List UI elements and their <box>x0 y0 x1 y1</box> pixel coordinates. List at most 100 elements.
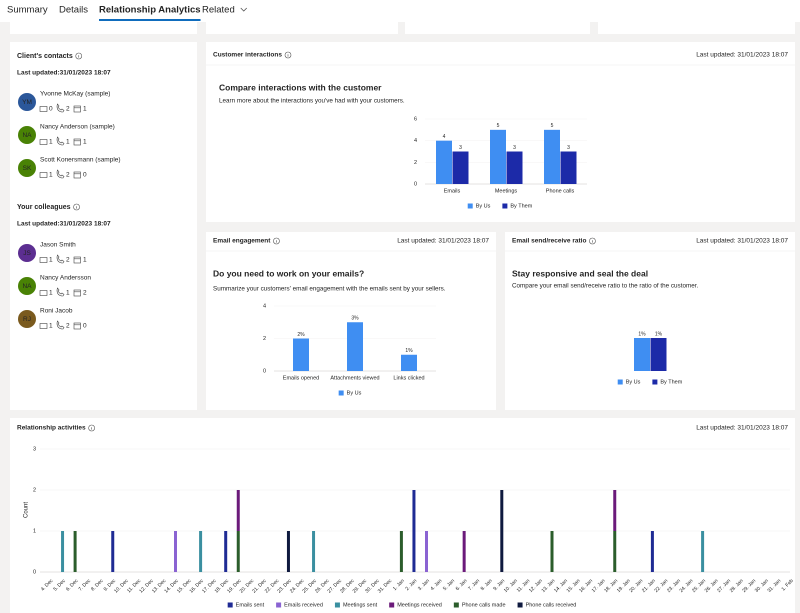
legend-label[interactable]: By Us <box>476 203 491 209</box>
avatar-initials: NA <box>22 283 32 290</box>
value-label: 1% <box>638 331 646 337</box>
activity-count: 1 <box>83 106 87 113</box>
value-label: 3% <box>351 316 359 322</box>
activity-count: 1 <box>49 172 53 179</box>
email-icon <box>39 290 48 296</box>
bar[interactable] <box>347 322 363 371</box>
info-icon[interactable] <box>73 203 80 211</box>
card-title: Email engagement <box>213 238 271 245</box>
y-tick-label: 3 <box>33 446 36 452</box>
legend-swatch <box>517 602 523 608</box>
x-tick-label: Attachments viewed <box>330 375 379 381</box>
avatar-initials: RJ <box>23 316 31 323</box>
legend-label[interactable]: Emails received <box>284 602 323 608</box>
activity-bar[interactable] <box>462 531 466 572</box>
card-updated: Last updated: 31/01/2023 18:07 <box>696 52 788 59</box>
value-label: 4 <box>443 134 446 140</box>
activity-bar[interactable] <box>550 531 554 572</box>
email-icon <box>39 323 48 329</box>
legend-label[interactable]: By Us <box>626 379 641 385</box>
person-name[interactable]: Scott Konersmann (sample) <box>40 157 121 164</box>
x-tick-label: Phone calls <box>546 188 575 194</box>
info-icon[interactable] <box>284 51 292 59</box>
bar[interactable] <box>401 354 417 371</box>
email-icon <box>39 139 48 145</box>
activity-bar[interactable] <box>174 531 177 572</box>
bar[interactable] <box>506 151 523 185</box>
activity-bar[interactable] <box>613 490 617 531</box>
tab[interactable]: Details <box>59 5 88 16</box>
phone-icon <box>56 287 65 297</box>
activity-bar[interactable] <box>61 531 65 572</box>
legend-swatch <box>227 602 233 608</box>
legend-swatch <box>617 379 623 385</box>
value-label: 3 <box>567 145 570 151</box>
person-name[interactable]: Nancy Anderson (sample) <box>40 124 115 131</box>
activity-bar[interactable] <box>111 531 115 572</box>
legend-label[interactable]: By Them <box>660 379 682 385</box>
activity-bar[interactable] <box>286 531 290 572</box>
activity-count: 1 <box>49 257 53 264</box>
bar[interactable] <box>544 129 560 184</box>
bar[interactable] <box>436 140 452 184</box>
info-icon[interactable] <box>273 237 280 245</box>
activity-bar[interactable] <box>199 531 203 572</box>
activity-bar[interactable] <box>500 490 504 572</box>
panel-title: Client's contacts <box>17 53 73 60</box>
legend-label[interactable]: By Them <box>510 203 532 209</box>
activity-bar[interactable] <box>650 531 654 572</box>
activity-bar[interactable] <box>399 531 403 572</box>
bar[interactable] <box>650 338 667 371</box>
email-ratio-card <box>505 232 795 410</box>
y-tick-label: 4 <box>263 303 266 309</box>
info-icon[interactable] <box>88 424 95 432</box>
bar[interactable] <box>560 151 577 185</box>
activity-bar[interactable] <box>312 531 316 572</box>
activity-count: 2 <box>66 257 70 264</box>
person-name[interactable]: Jason Smith <box>40 242 76 249</box>
bar[interactable] <box>490 129 506 184</box>
legend-swatch <box>453 602 459 608</box>
bar[interactable] <box>452 151 469 185</box>
legend-label[interactable]: Emails sent <box>236 602 265 608</box>
activity-bar[interactable] <box>236 531 240 572</box>
legend-label[interactable]: Phone calls made <box>462 602 506 608</box>
activity-bar[interactable] <box>701 531 705 572</box>
activity-bar[interactable] <box>236 490 240 531</box>
card-subtitle: Compare your email send/receive ratio to… <box>512 283 698 290</box>
email-icon <box>39 172 48 178</box>
person-name[interactable]: Yvonne McKay (sample) <box>40 91 110 98</box>
card-heading: Stay responsive and seal the deal <box>512 268 648 278</box>
info-icon[interactable] <box>589 237 596 245</box>
card-updated: Last updated: 31/01/2023 18:07 <box>397 238 489 245</box>
person-name[interactable]: Nancy Andersson <box>40 275 91 282</box>
person-name[interactable]: Roni Jacob <box>40 308 73 315</box>
tab[interactable]: Related <box>202 5 235 16</box>
activity-count: 1 <box>83 139 87 146</box>
bar[interactable] <box>293 338 309 372</box>
x-tick-label: Meetings <box>495 188 518 194</box>
activity-bar[interactable] <box>73 531 77 572</box>
tab-chevron <box>240 7 248 12</box>
activity-bar[interactable] <box>425 531 428 572</box>
card-title: Relationship activities <box>17 425 86 432</box>
legend-swatch <box>338 390 344 396</box>
tab[interactable]: Summary <box>7 5 48 16</box>
avatar <box>18 310 36 328</box>
activity-count: 1 <box>49 323 53 330</box>
bar[interactable] <box>634 338 650 371</box>
activity-bar[interactable] <box>412 490 416 572</box>
activity-bar[interactable] <box>224 531 228 572</box>
info-icon[interactable] <box>75 52 83 60</box>
legend-label[interactable]: Meetings received <box>397 602 442 608</box>
x-tick-label: Emails <box>444 188 461 194</box>
activity-count: 1 <box>49 290 53 297</box>
value-label: 5 <box>497 123 500 129</box>
email-engagement-card <box>206 232 496 410</box>
value-label: 3 <box>459 145 462 151</box>
legend-label[interactable]: Phone calls received <box>526 602 577 608</box>
legend-label[interactable]: Meetings sent <box>343 602 378 608</box>
tab[interactable]: Relationship Analytics <box>99 5 201 16</box>
activity-bar[interactable] <box>613 531 617 572</box>
legend-label[interactable]: By Us <box>347 390 362 396</box>
